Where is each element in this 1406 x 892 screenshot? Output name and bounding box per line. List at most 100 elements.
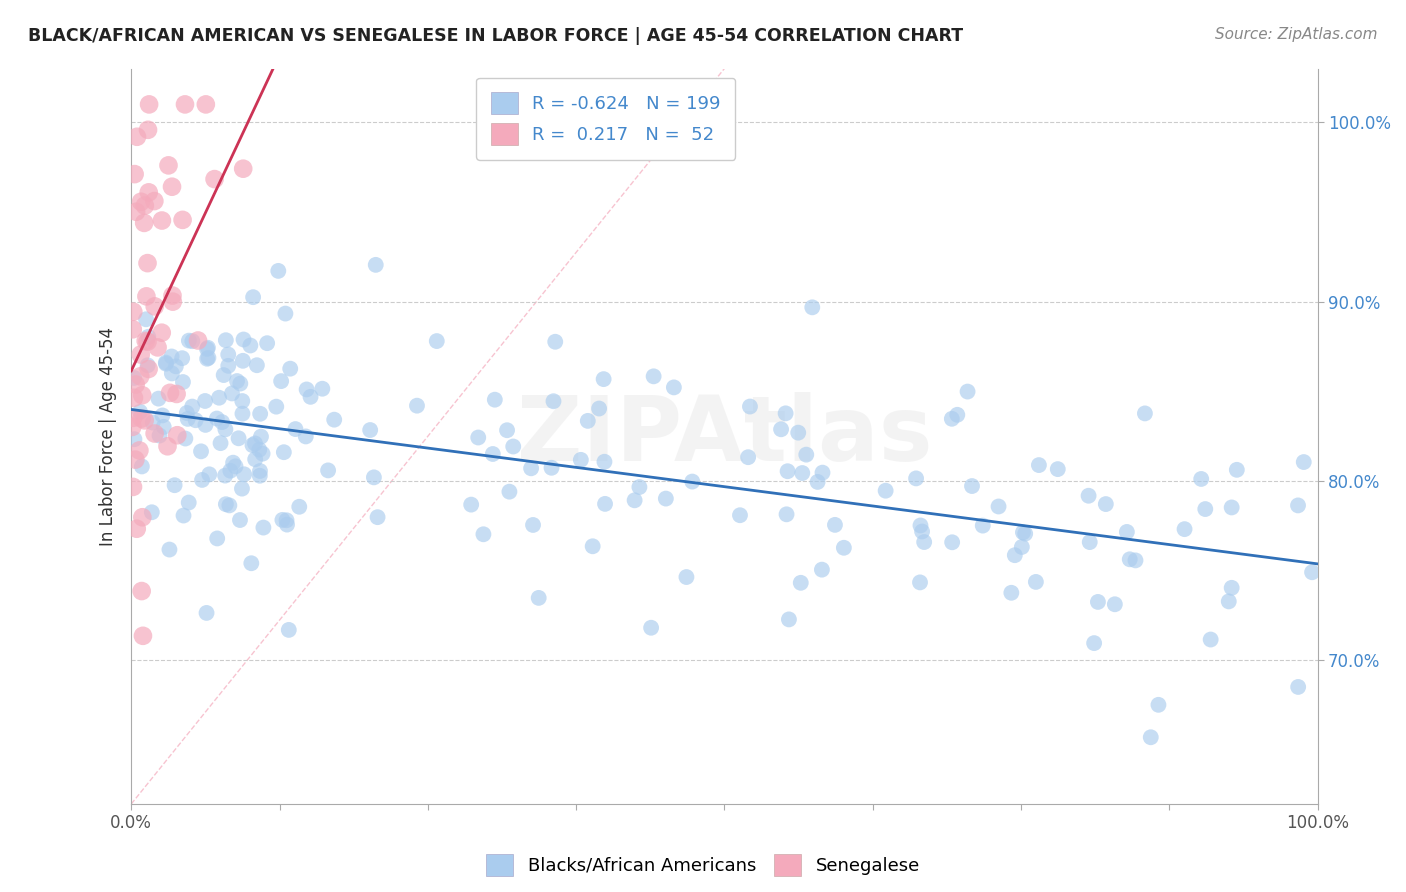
Point: [467, 430, 489, 444]
Point: [1078, 535, 1101, 549]
Point: [187, 334, 209, 348]
Point: [1220, 581, 1243, 595]
Point: [242, 290, 264, 304]
Point: [212, 368, 235, 382]
Point: [1119, 552, 1142, 566]
Point: [675, 570, 697, 584]
Point: [222, 456, 245, 470]
Point: [941, 535, 963, 549]
Point: [1104, 597, 1126, 611]
Point: [496, 423, 519, 437]
Point: [160, 367, 183, 381]
Point: [960, 479, 983, 493]
Point: [460, 498, 482, 512]
Point: [231, 394, 253, 409]
Point: [295, 383, 318, 397]
Point: [211, 415, 233, 429]
Point: [152, 420, 174, 434]
Point: [162, 288, 184, 302]
Point: [910, 518, 932, 533]
Point: [217, 347, 239, 361]
Point: [160, 350, 183, 364]
Point: [276, 517, 298, 532]
Point: [194, 417, 217, 432]
Point: [1220, 500, 1243, 515]
Point: [174, 432, 197, 446]
Point: [249, 468, 271, 483]
Point: [218, 499, 240, 513]
Point: [267, 264, 290, 278]
Point: [129, 194, 152, 209]
Point: [197, 351, 219, 365]
Point: [125, 377, 148, 392]
Point: [277, 623, 299, 637]
Point: [912, 535, 935, 549]
Point: [905, 471, 928, 485]
Point: [131, 388, 153, 402]
Point: [150, 326, 173, 340]
Point: [122, 305, 145, 319]
Point: [628, 480, 651, 494]
Point: [135, 289, 157, 303]
Point: [136, 123, 159, 137]
Point: [136, 359, 159, 373]
Point: [278, 361, 301, 376]
Point: [124, 432, 146, 446]
Point: [204, 172, 226, 186]
Point: [576, 414, 599, 428]
Point: [194, 394, 217, 409]
Point: [250, 429, 273, 443]
Point: [776, 464, 799, 478]
Point: [217, 359, 239, 373]
Point: [1147, 698, 1170, 712]
Point: [1218, 594, 1240, 608]
Point: [363, 470, 385, 484]
Point: [195, 351, 218, 366]
Point: [229, 376, 252, 391]
Point: [364, 258, 387, 272]
Point: [124, 167, 146, 181]
Point: [122, 391, 145, 405]
Point: [311, 382, 333, 396]
Point: [173, 508, 195, 523]
Point: [136, 330, 159, 344]
Point: [643, 369, 665, 384]
Point: [911, 524, 934, 539]
Point: [544, 334, 567, 349]
Point: [271, 513, 294, 527]
Point: [1286, 680, 1309, 694]
Point: [194, 97, 217, 112]
Point: [593, 497, 616, 511]
Point: [1139, 731, 1161, 745]
Point: [165, 359, 187, 374]
Point: [190, 444, 212, 458]
Point: [146, 340, 169, 354]
Point: [195, 342, 218, 356]
Point: [520, 461, 543, 475]
Point: [484, 392, 506, 407]
Point: [1028, 458, 1050, 472]
Point: [1077, 489, 1099, 503]
Point: [131, 584, 153, 599]
Point: [155, 355, 177, 369]
Point: [1095, 497, 1118, 511]
Point: [956, 384, 979, 399]
Point: [655, 491, 678, 506]
Point: [231, 482, 253, 496]
Point: [129, 405, 152, 419]
Point: [367, 510, 389, 524]
Point: [221, 386, 243, 401]
Point: [215, 333, 238, 347]
Point: [323, 412, 346, 426]
Point: [131, 459, 153, 474]
Point: [1133, 406, 1156, 420]
Point: [1012, 525, 1035, 540]
Point: [582, 539, 605, 553]
Point: [811, 563, 834, 577]
Point: [159, 542, 181, 557]
Point: [775, 508, 797, 522]
Legend: Blacks/African Americans, Senegalese: Blacks/African Americans, Senegalese: [479, 847, 927, 883]
Point: [155, 357, 177, 371]
Point: [138, 362, 160, 376]
Point: [136, 256, 159, 270]
